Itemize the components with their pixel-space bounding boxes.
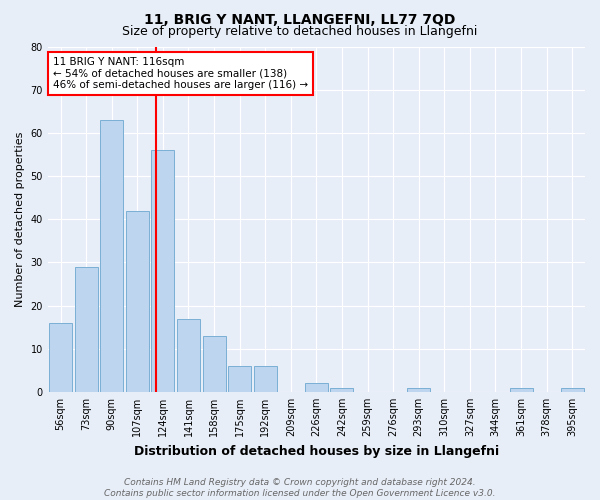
Bar bbox=[151, 150, 175, 392]
Bar bbox=[509, 388, 533, 392]
Text: 11, BRIG Y NANT, LLANGEFNI, LL77 7QD: 11, BRIG Y NANT, LLANGEFNI, LL77 7QD bbox=[145, 12, 455, 26]
Text: 11 BRIG Y NANT: 116sqm
← 54% of detached houses are smaller (138)
46% of semi-de: 11 BRIG Y NANT: 116sqm ← 54% of detached… bbox=[53, 57, 308, 90]
Text: Size of property relative to detached houses in Llangefni: Size of property relative to detached ho… bbox=[122, 25, 478, 38]
X-axis label: Distribution of detached houses by size in Llangefni: Distribution of detached houses by size … bbox=[134, 444, 499, 458]
Bar bbox=[560, 388, 584, 392]
Bar bbox=[305, 384, 328, 392]
Bar bbox=[100, 120, 123, 392]
Bar bbox=[203, 336, 226, 392]
Bar bbox=[126, 210, 149, 392]
Bar bbox=[254, 366, 277, 392]
Text: Contains HM Land Registry data © Crown copyright and database right 2024.
Contai: Contains HM Land Registry data © Crown c… bbox=[104, 478, 496, 498]
Bar bbox=[331, 388, 353, 392]
Bar bbox=[177, 318, 200, 392]
Bar bbox=[407, 388, 430, 392]
Bar bbox=[49, 323, 72, 392]
Bar bbox=[74, 266, 98, 392]
Y-axis label: Number of detached properties: Number of detached properties bbox=[15, 132, 25, 307]
Bar bbox=[228, 366, 251, 392]
